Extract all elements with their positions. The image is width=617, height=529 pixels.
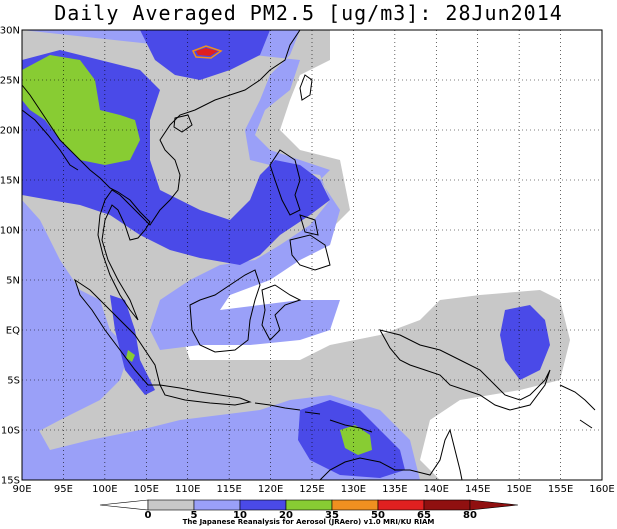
coastline-luzon (269, 149, 301, 216)
colorbar-segment (239, 499, 287, 511)
lon-tick-label: 115E (216, 484, 241, 495)
colorbar-label: 50 (371, 510, 385, 521)
coastline-java (159, 384, 252, 406)
colorbar-label: 0 (145, 510, 152, 521)
colorbar-segment (147, 499, 195, 511)
coastline-taiwan (299, 74, 313, 101)
lat-tick-label: 10N (0, 226, 20, 237)
coastline-borneo (189, 269, 261, 353)
coastline-india-bay (22, 109, 79, 171)
coastline-australia (319, 428, 463, 480)
credit-line: The Japanese Reanalysis for Aerosol (JRA… (182, 518, 435, 526)
coastline-new-guinea (379, 329, 551, 411)
colorbar-label: 5 (191, 510, 198, 521)
lon-tick-label: 120E (258, 484, 283, 495)
lon-tick-label: 155E (548, 484, 573, 495)
colorbar-segment (423, 499, 471, 511)
lon-tick-label: 150E (506, 484, 531, 495)
lat-tick-label: 10S (1, 426, 20, 437)
coastlines (22, 30, 596, 480)
coastline-sulawesi (261, 284, 302, 341)
lat-tick-label: 5S (7, 376, 20, 387)
colorbar-label: 35 (325, 510, 339, 521)
contour-blue-png (500, 305, 550, 380)
lon-tick-label: 125E (299, 484, 324, 495)
contour-green-sumatra (126, 350, 135, 362)
colorbar-segment (377, 499, 425, 511)
coastline-visayas (299, 214, 319, 236)
lon-tick-label: 140E (424, 484, 449, 495)
lon-tick-label: 105E (134, 484, 159, 495)
longitude-ticks: 90E 95E 100E 105E 110E 115E 120E 125E 130E 135E 14… (12, 484, 614, 495)
colorbar-high-arrow (469, 499, 519, 511)
contour-red-spot (196, 48, 218, 56)
lon-tick-label: 95E (54, 484, 73, 495)
contour-lightblue-west (22, 30, 420, 480)
coastline-mindanao (289, 234, 331, 271)
colorbar-segment (331, 499, 379, 511)
lat-tick-label: 25N (0, 76, 20, 87)
coastline-mainland-asia (22, 30, 301, 321)
lat-tick-label: 30N (0, 26, 20, 37)
pm25-contours (22, 30, 570, 480)
lat-tick-label: EQ (6, 326, 20, 337)
colorbar-low-arrow (99, 499, 149, 511)
lat-tick-label: 20N (0, 126, 20, 137)
colorbar-label: 20 (279, 510, 293, 521)
lon-tick-label: 160E (589, 484, 614, 495)
colorbar-segment (285, 499, 333, 511)
lat-tick-label: 15S (1, 476, 20, 487)
lat-tick-label: 5N (6, 276, 20, 287)
contour-orange-ring (191, 45, 223, 59)
contour-green-burma (22, 55, 140, 165)
lon-tick-label: 130E (341, 484, 366, 495)
colorbar-label: 80 (463, 510, 477, 521)
colorbar-label: 10 (233, 510, 247, 521)
coastline-bismarck (559, 384, 596, 429)
lon-tick-label: 135E (382, 484, 407, 495)
lon-tick-label: 110E (175, 484, 200, 495)
plot-frame (21, 29, 603, 481)
lat-tick-label: 15N (0, 176, 20, 187)
colorbar-segment (193, 499, 241, 511)
latitude-ticks: 30N 25N 20N 15N 10N 5N EQ 5S 10S 15S (0, 26, 20, 487)
lon-tick-label: 100E (92, 484, 117, 495)
colorbar-label: 65 (417, 510, 431, 521)
contour-blue-indochina (22, 50, 330, 265)
coastline-hainan (173, 114, 193, 133)
colorbar: 0 5 10 20 35 50 65 80 (99, 499, 519, 521)
lon-tick-label: 145E (465, 484, 490, 495)
gridlines (22, 30, 602, 480)
map-title: Daily Averaged PM2.5 [ug/m3]: 28Jun2014 (54, 1, 563, 25)
contour-green-timor (340, 425, 372, 455)
lon-tick-label: 90E (12, 484, 31, 495)
contour-blue-sumatra (110, 295, 155, 395)
